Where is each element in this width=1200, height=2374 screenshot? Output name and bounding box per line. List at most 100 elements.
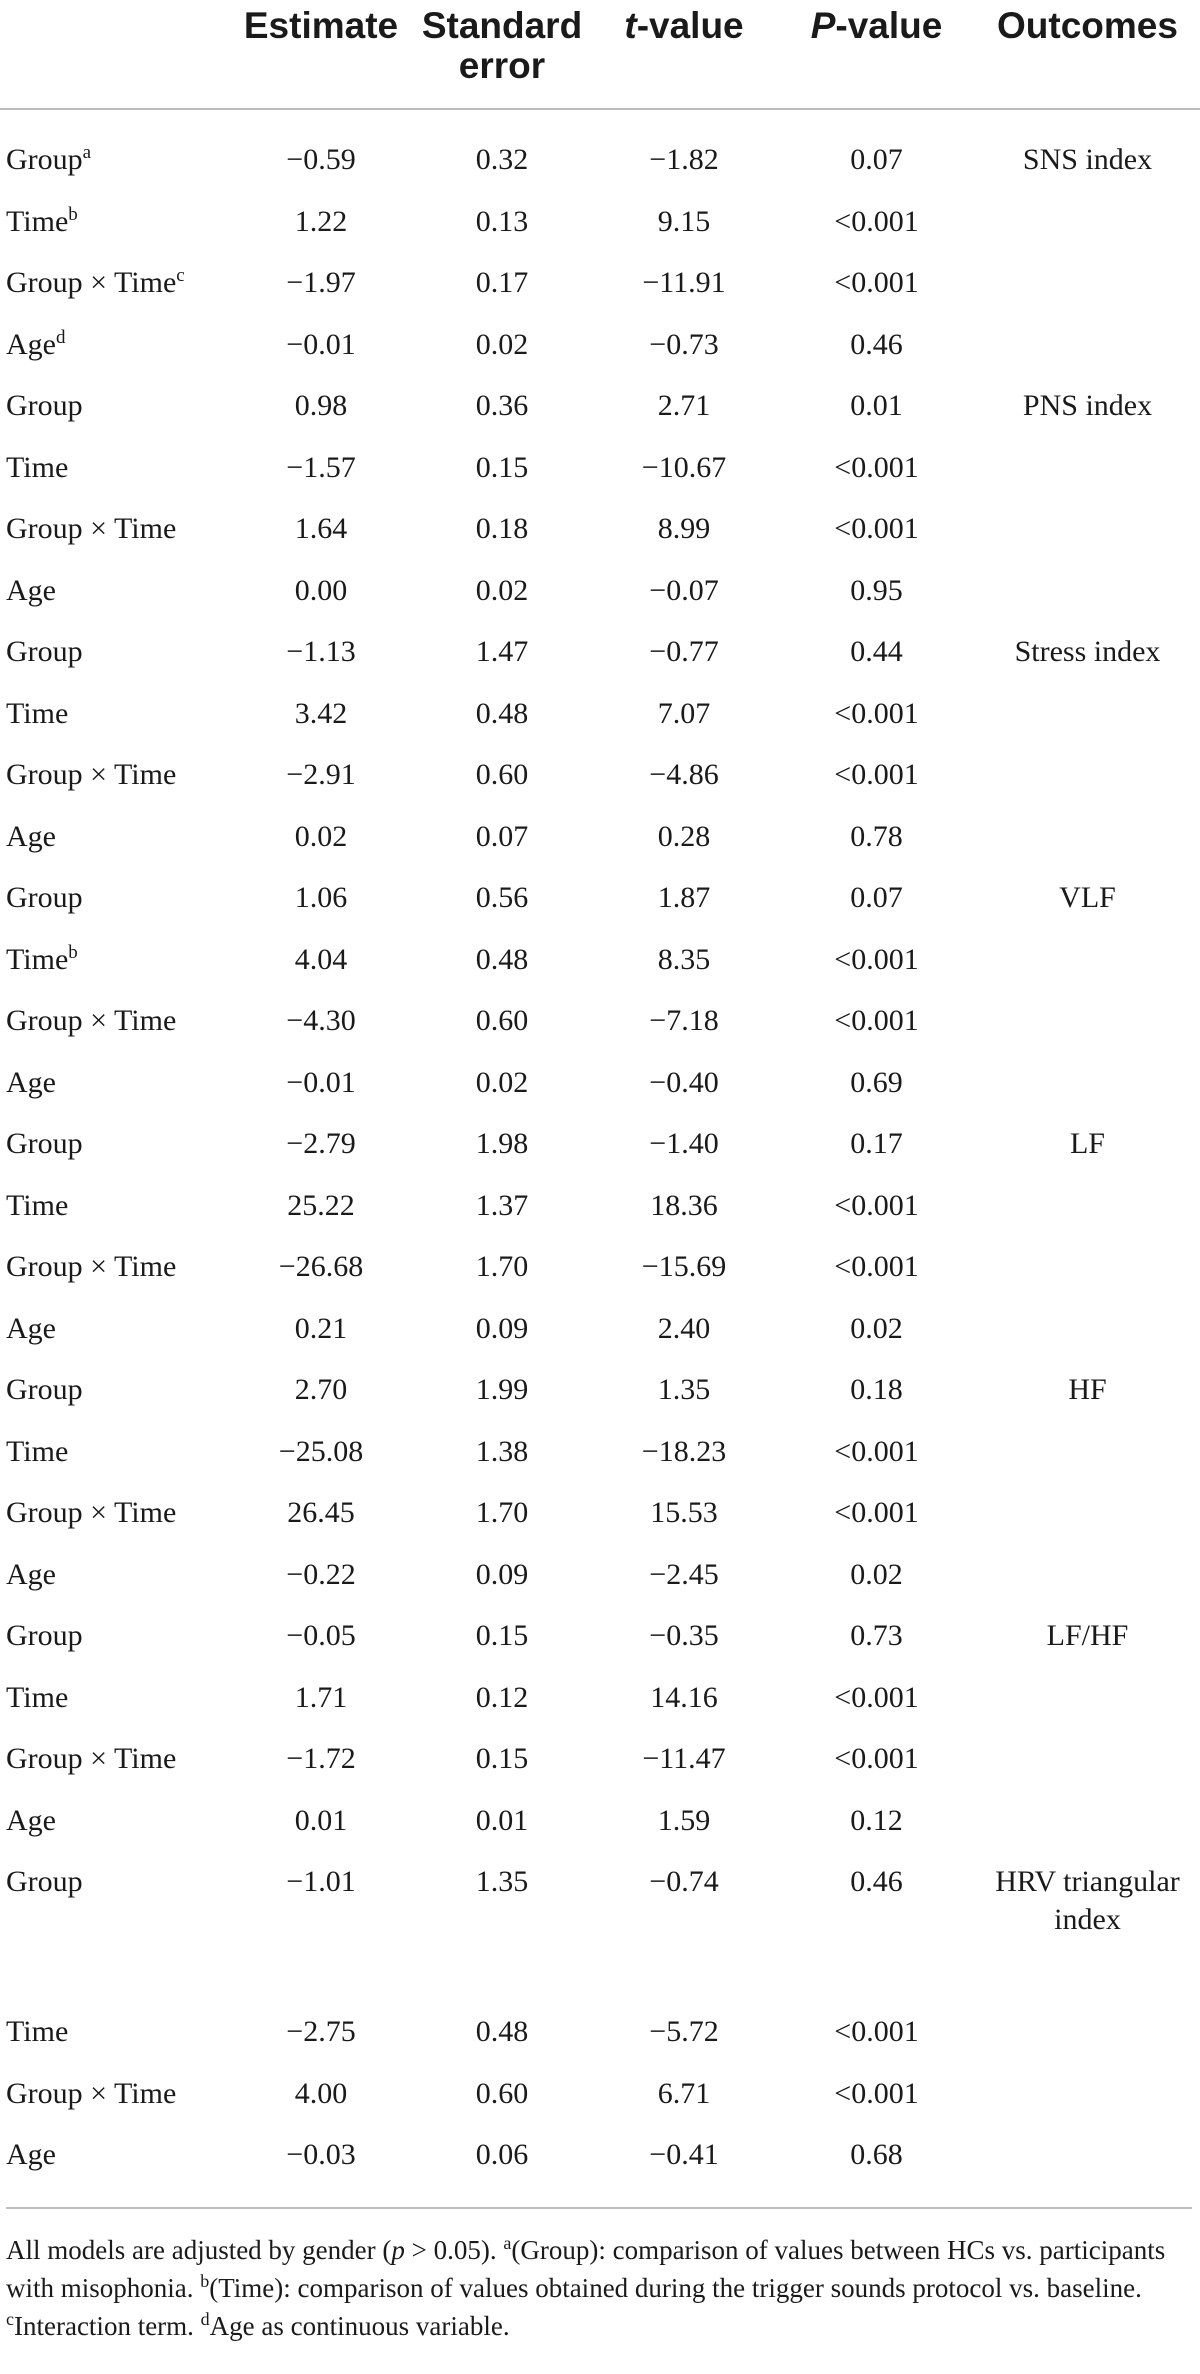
table-row: Aged −0.01 0.02 −0.73 0.46 (0, 318, 1200, 380)
cell-term: Group × Time (0, 502, 228, 564)
footnote-c-marker: c (6, 2309, 14, 2329)
cell-p-value: <0.001 (834, 758, 919, 791)
cell-standard-error: 0.01 (475, 1803, 529, 1837)
cell-p-value: <0.001 (834, 1742, 919, 1775)
term-label: Age (6, 1803, 56, 1837)
cell-p-value: <0.001 (834, 2015, 919, 2048)
cell-estimate: −0.01 (286, 327, 356, 361)
cell-standard-error: 1.35 (475, 1865, 529, 1898)
cell-outcome: Stress index (1014, 635, 1161, 668)
cell-term: Age (0, 1548, 228, 1610)
term-label: Age (6, 327, 56, 361)
header-p-suffix: -value (835, 5, 943, 46)
term-label: Age (6, 1065, 56, 1099)
cell-term: Age (0, 1794, 228, 1856)
cell-estimate: −1.01 (286, 1865, 356, 1898)
cell-estimate: 1.64 (294, 512, 348, 545)
cell-outcome (975, 748, 1200, 810)
footnote-p-symbol: p (391, 2235, 405, 2265)
footnote-c-text: Interaction term. (14, 2311, 201, 2341)
footnote-a-text: (Group): comparison of values between HC… (6, 2235, 1166, 2303)
cell-estimate: −2.79 (286, 1127, 356, 1160)
cell-p-value: <0.001 (834, 1434, 919, 1468)
footnote-d-marker: d (200, 2309, 210, 2329)
cell-estimate: −1.57 (286, 450, 356, 484)
cell-standard-error: 0.17 (475, 266, 529, 299)
cell-term: Group × Time (0, 1240, 228, 1302)
term-label: Group (6, 1865, 83, 1898)
cell-estimate: 0.98 (294, 389, 348, 422)
cell-t-value: 1.35 (657, 1373, 711, 1406)
cell-t-value: 8.99 (657, 512, 711, 545)
cell-outcome: SNS index (1022, 143, 1153, 176)
cell-term: Aged (0, 318, 228, 380)
cell-p-value: 0.69 (850, 1065, 903, 1099)
term-label: Group (6, 635, 83, 668)
cell-p-value: 0.18 (850, 1373, 903, 1406)
cell-standard-error: 0.02 (475, 327, 529, 361)
term-label: Group (6, 1127, 83, 1160)
table-row: Group −1.13 1.47 −0.77 0.44 Stress index (0, 625, 1200, 687)
cell-standard-error: 1.38 (475, 1434, 529, 1468)
footnote-a-marker: a (503, 2233, 512, 2253)
cell-outcome (975, 1794, 1200, 1856)
cell-standard-error: 0.02 (475, 1065, 529, 1099)
table-row: Time −2.75 0.48 −5.72 <0.001 (0, 2005, 1200, 2067)
footnote-d-text: Age as continuous variable. (209, 2311, 510, 2341)
footnote-b-text: (Time): comparison of values obtained du… (209, 2273, 1142, 2303)
cell-estimate: 4.04 (294, 942, 348, 976)
cell-estimate: −0.22 (286, 1557, 356, 1591)
term-label: Group × Time (6, 758, 177, 791)
cell-p-value: 0.07 (850, 881, 903, 914)
cell-outcome (975, 1671, 1200, 1733)
cell-outcome (975, 2005, 1200, 2067)
cell-estimate: −0.01 (286, 1065, 356, 1099)
cell-p-value: 0.02 (850, 1311, 903, 1345)
term-label: Age (6, 1557, 56, 1591)
cell-standard-error: 0.36 (475, 389, 529, 422)
table-row: Time 1.71 0.12 14.16 <0.001 (0, 1671, 1200, 1733)
table-row: Group −1.01 1.35 −0.74 0.46 HRV triangular in… (0, 1855, 1200, 2005)
cell-standard-error: 0.15 (475, 450, 529, 484)
cell-t-value: −0.41 (649, 2138, 719, 2171)
term-label: Group (6, 389, 83, 422)
footnote-b-marker: b (200, 2271, 210, 2291)
cell-outcome (975, 1548, 1200, 1610)
cell-t-value: 7.07 (657, 696, 711, 730)
cell-p-value: 0.07 (850, 143, 903, 176)
cell-standard-error: 0.02 (475, 573, 529, 607)
cell-p-value: 0.12 (850, 1803, 903, 1837)
cell-estimate: 1.71 (294, 1680, 348, 1714)
cell-outcome: VLF (1059, 881, 1116, 914)
cell-p-value: 0.17 (850, 1127, 903, 1160)
cell-t-value: −18.23 (641, 1434, 727, 1468)
header-p-value: P-value (778, 0, 975, 110)
term-label: Time (6, 450, 69, 484)
cell-p-value: <0.001 (834, 1188, 919, 1222)
cell-p-value: <0.001 (834, 204, 919, 238)
cell-term: Age (0, 810, 228, 872)
cell-term: Time (0, 1671, 228, 1733)
cell-term: Age (0, 1056, 228, 1118)
cell-t-value: −4.86 (649, 758, 719, 791)
cell-estimate: 3.42 (294, 696, 348, 730)
table-row: Group × Time 26.45 1.70 15.53 <0.001 (0, 1486, 1200, 1548)
header-t-value: t-value (590, 0, 778, 110)
cell-t-value: 8.35 (657, 942, 711, 976)
cell-p-value: <0.001 (834, 942, 919, 976)
cell-standard-error: 1.70 (475, 1250, 529, 1283)
cell-outcome (975, 1240, 1200, 1302)
cell-t-value: 1.87 (657, 881, 711, 914)
header-outcomes: Outcomes (975, 0, 1200, 110)
table-body: Groupa −0.59 0.32 −1.82 0.07 SNS index Timeb 1.… (0, 109, 1200, 2190)
table-row: Group × Time −26.68 1.70 −15.69 <0.001 (0, 1240, 1200, 1302)
cell-standard-error: 0.48 (475, 696, 529, 730)
cell-outcome (975, 1425, 1200, 1487)
cell-t-value: 6.71 (657, 2076, 711, 2110)
cell-term: Age (0, 1302, 228, 1364)
cell-estimate: 25.22 (287, 1188, 355, 1222)
term-label: Group (6, 143, 83, 176)
cell-term: Time (0, 1425, 228, 1487)
cell-standard-error: 0.60 (475, 2076, 529, 2110)
cell-outcome (975, 502, 1200, 564)
